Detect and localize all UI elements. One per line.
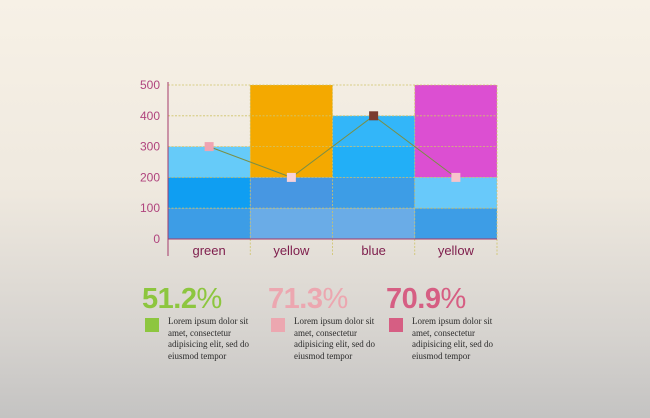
stat-color-swatch (271, 318, 285, 332)
category-label-1: green (193, 243, 226, 258)
stat-number: 70.9 (386, 283, 441, 315)
stat-block-3: 70.9% Lorem ipsum dolor sit amet, consec… (386, 283, 506, 361)
y-tick-label-100: 100 (140, 201, 160, 215)
bar-segment-2-3 (250, 85, 333, 178)
bar-segment-2-2 (250, 177, 333, 209)
category-label-3: blue (361, 243, 386, 258)
category-label-4: yellow (438, 243, 475, 258)
stat-number: 71.3 (268, 283, 323, 315)
stat-percentage: 70.9% (386, 283, 506, 315)
stat-percentage: 71.3% (268, 283, 388, 315)
stat-block-1: 51.2% Lorem ipsum dolor sit amet, consec… (142, 283, 262, 361)
grid-layer (168, 84, 498, 256)
stat-description: Lorem ipsum dolor sit amet, consectetur … (168, 316, 249, 361)
category-label-2: yellow (273, 243, 310, 258)
y-tick-label-500: 500 (140, 78, 160, 92)
bar-segment-3-1 (332, 208, 415, 239)
stat-description: Lorem ipsum dolor sit amet, consectetur … (412, 316, 493, 361)
y-tick-label-300: 300 (140, 140, 160, 154)
line-point-2 (286, 172, 296, 182)
stat-description: Lorem ipsum dolor sit amet, consectetur … (294, 316, 375, 361)
bar-segment-1-1 (168, 208, 251, 239)
label-layer: 0 100 200 300 400 500 green yellow blue yellow (140, 78, 475, 258)
axis-layer (167, 82, 497, 256)
bar-segment-1-2 (168, 177, 251, 209)
line-point-3 (369, 111, 379, 121)
line-point-4 (451, 172, 461, 182)
stat-color-swatch (389, 318, 403, 332)
stat-color-swatch (145, 318, 159, 332)
bar-segment-3-2 (332, 177, 415, 209)
stat-percent-sign: % (196, 283, 222, 315)
y-tick-label-200: 200 (140, 170, 160, 184)
stat-number: 51.2 (142, 283, 197, 315)
line-layer (204, 111, 461, 182)
bars-layer (168, 85, 497, 239)
bar-segment-4-1 (414, 208, 497, 239)
y-tick-label-400: 400 (140, 109, 160, 123)
line-series (208, 115, 457, 178)
bar-segment-4-2 (414, 177, 497, 209)
bar-segment-3-4 (332, 115, 415, 147)
bar-segment-1-3 (168, 146, 251, 178)
line-point-1 (204, 142, 214, 152)
bar-segment-2-1 (250, 208, 333, 239)
stat-percentage: 51.2% (142, 283, 262, 315)
y-tick-label-0: 0 (153, 232, 160, 246)
bar-segment-3-3 (332, 146, 415, 178)
stat-percent-sign: % (322, 283, 348, 315)
bar-segment-4-3 (414, 85, 497, 178)
stat-block-2: 71.3% Lorem ipsum dolor sit amet, consec… (268, 283, 388, 361)
stat-percent-sign: % (440, 283, 466, 315)
